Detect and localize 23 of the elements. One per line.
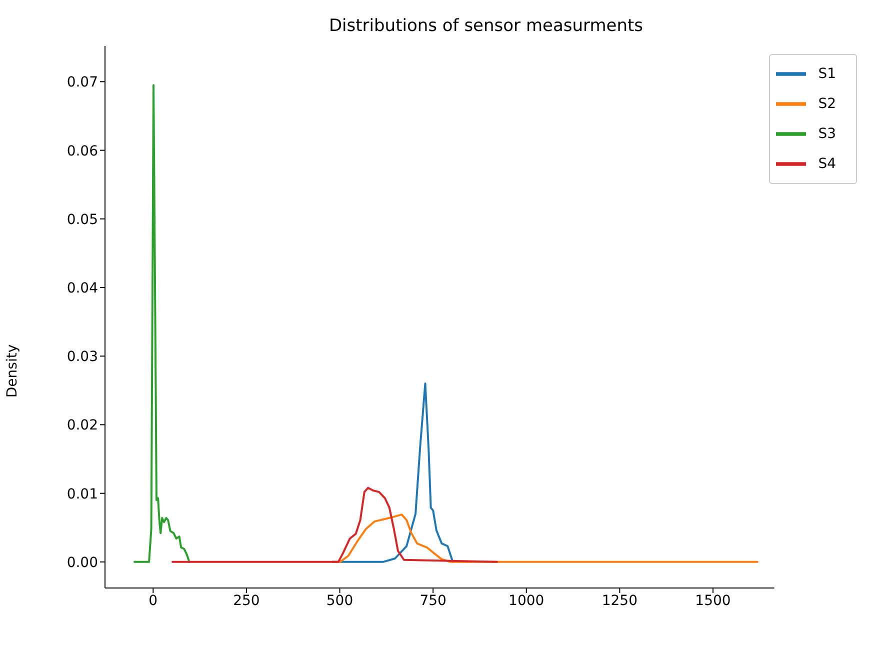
x-tick-label: 1250 bbox=[602, 592, 638, 609]
y-tick-label: 0.00 bbox=[66, 554, 98, 571]
legend-label: S1 bbox=[818, 66, 836, 82]
x-tick-label: 1000 bbox=[508, 592, 544, 609]
y-tick-label: 0.01 bbox=[66, 486, 98, 502]
y-axis-title: Density bbox=[4, 344, 21, 398]
x-tick-label: 250 bbox=[233, 592, 260, 609]
line-series bbox=[172, 486, 498, 563]
y-tick-label: 0.05 bbox=[66, 212, 98, 228]
y-tick-label: 0.06 bbox=[66, 143, 98, 160]
legend-label: S3 bbox=[818, 126, 836, 142]
y-tick-label: 0.02 bbox=[66, 418, 98, 434]
line-series bbox=[133, 84, 190, 563]
legend-label: S2 bbox=[818, 96, 836, 112]
x-tick-label: 500 bbox=[326, 592, 354, 609]
x-tick-label: 750 bbox=[420, 592, 446, 609]
y-tick-label: 0.07 bbox=[66, 74, 98, 91]
x-tick-label: 1500 bbox=[695, 592, 731, 609]
legend-label: S4 bbox=[818, 156, 836, 172]
chart-title: Distributions of sensor measurments bbox=[328, 16, 644, 36]
y-tick-label: 0.04 bbox=[66, 280, 98, 296]
x-tick-label: 0 bbox=[148, 592, 158, 609]
y-tick-label: 0.03 bbox=[66, 349, 98, 366]
